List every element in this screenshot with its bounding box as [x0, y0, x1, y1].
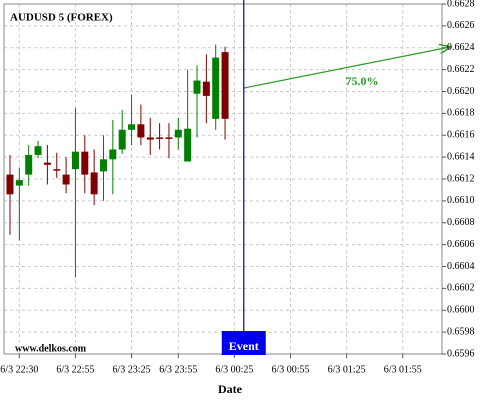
x-tick-label: 6/3 23:55 [159, 364, 197, 375]
candle-body [34, 146, 42, 155]
chart-title: AUDUSD 5 (FOREX) [10, 12, 113, 24]
y-tick-label: 0.6612 [447, 173, 475, 184]
y-tick-label: 0.6610 [447, 195, 475, 206]
x-tick-label: 6/3 23:25 [113, 364, 151, 375]
candle-body [99, 159, 107, 172]
candle-body [212, 57, 220, 119]
forecast-arrow [243, 47, 450, 89]
x-tick-label: 6/3 00:55 [271, 364, 309, 375]
x-tick-label: 6/3 22:30 [0, 364, 38, 375]
y-tick-label: 0.6628 [447, 0, 475, 9]
x-axis-label: Date [218, 382, 243, 396]
candle-body [43, 162, 51, 165]
candle-body [62, 174, 70, 185]
candle-body [90, 172, 98, 195]
y-tick-label: 0.6614 [447, 151, 475, 162]
candle-body [193, 80, 201, 94]
candle-body [174, 129, 182, 138]
candle-body [118, 129, 126, 150]
y-tick-label: 0.6618 [447, 108, 475, 119]
x-tick-label: 6/3 01:25 [328, 364, 366, 375]
candle-body [71, 151, 79, 170]
y-tick-label: 0.6602 [447, 283, 475, 294]
event-box [221, 331, 266, 355]
y-tick-label: 0.6626 [447, 20, 475, 31]
event-label: Event [229, 339, 259, 353]
candle-body [165, 137, 173, 139]
y-tick-label: 0.6620 [447, 86, 475, 97]
candle-body [184, 128, 192, 162]
x-tick-label: 6/3 01:55 [384, 364, 422, 375]
candle-body [146, 137, 154, 140]
candle-body [25, 154, 33, 175]
candle-body [81, 151, 89, 175]
candle-body [6, 174, 14, 195]
candle-body [15, 180, 23, 186]
y-tick-label: 0.6616 [447, 130, 475, 141]
y-tick-label: 0.6596 [447, 348, 475, 359]
candle-body [109, 149, 117, 160]
x-tick-label: 6/3 22:55 [56, 364, 94, 375]
candle-body [53, 169, 61, 171]
y-tick-label: 0.6600 [447, 305, 475, 316]
candle-body [202, 81, 210, 96]
forecast-label: 75.0% [346, 74, 379, 88]
watermark: www.delkos.com [15, 343, 87, 354]
y-tick-label: 0.6622 [447, 64, 475, 75]
candle-body [128, 124, 136, 130]
candle-body [137, 124, 145, 138]
y-tick-label: 0.6624 [447, 42, 475, 53]
y-tick-label: 0.6604 [447, 261, 475, 272]
x-tick-label: 6/3 00:25 [215, 364, 253, 375]
candles [6, 44, 229, 278]
y-tick-label: 0.6598 [447, 326, 475, 337]
candle-body [156, 137, 164, 139]
candle-body [221, 52, 229, 119]
y-tick-label: 0.6608 [447, 217, 475, 228]
y-tick-label: 0.6606 [447, 239, 475, 250]
